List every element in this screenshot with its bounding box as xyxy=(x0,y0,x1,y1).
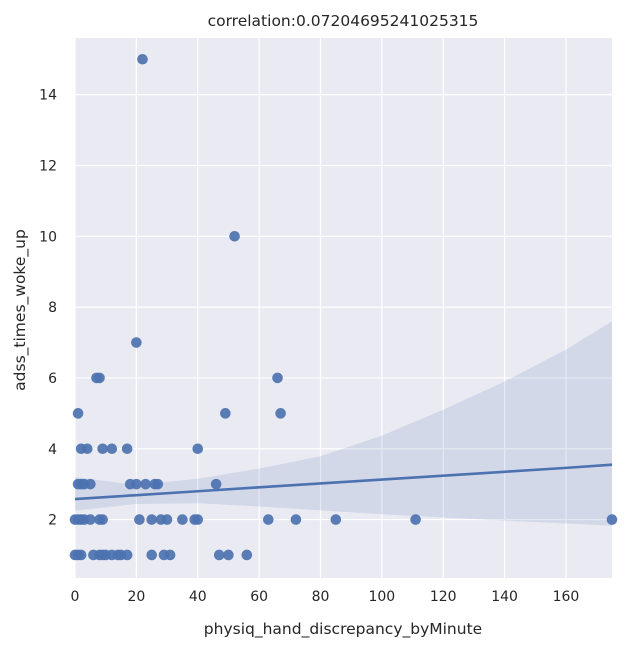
x-tick-label: 60 xyxy=(250,589,268,605)
data-point xyxy=(220,408,231,419)
data-point xyxy=(97,514,108,525)
y-tick-label: 6 xyxy=(48,371,57,387)
data-point xyxy=(131,478,142,490)
data-point xyxy=(161,514,173,525)
y-tick-label: 10 xyxy=(39,229,57,245)
y-axis-ticks: 2 4 6 8 10 12 14 xyxy=(39,88,57,529)
y-tick-label: 14 xyxy=(39,88,57,104)
regression-line xyxy=(74,463,613,501)
data-point xyxy=(72,408,84,419)
data-point xyxy=(152,478,164,490)
data-point xyxy=(146,514,158,525)
data-point xyxy=(134,514,145,525)
data-point xyxy=(75,549,87,561)
x-tick-label: 80 xyxy=(312,589,330,605)
data-point xyxy=(140,478,151,490)
data-point xyxy=(192,443,204,455)
data-point xyxy=(275,408,286,419)
chart-title: correlation:0.07204695241025315 xyxy=(208,12,479,30)
data-point xyxy=(263,514,274,525)
y-tick-label: 2 xyxy=(48,513,57,529)
x-axis-ticks: 0 20 40 60 80 100 120 140 160 xyxy=(71,589,580,605)
data-point xyxy=(192,514,204,525)
data-point xyxy=(85,514,96,525)
data-point xyxy=(81,443,93,455)
data-point xyxy=(177,514,188,525)
data-point xyxy=(330,514,342,525)
plot-background xyxy=(75,38,612,578)
data-point xyxy=(223,549,234,561)
x-tick-label: 40 xyxy=(189,589,207,605)
data-point xyxy=(164,549,176,561)
data-points xyxy=(69,53,618,561)
data-point xyxy=(85,478,96,490)
y-axis-label: adss_times_woke_up xyxy=(11,229,30,391)
x-tick-label: 0 xyxy=(71,589,80,605)
x-tick-label: 120 xyxy=(430,589,457,605)
data-point xyxy=(229,230,240,242)
x-tick-label: 160 xyxy=(553,589,580,605)
y-tick-label: 12 xyxy=(39,158,57,174)
data-point xyxy=(213,549,225,561)
data-point xyxy=(94,372,105,384)
data-point xyxy=(137,53,148,65)
data-point xyxy=(290,514,302,525)
x-tick-label: 100 xyxy=(368,589,395,605)
data-point xyxy=(131,337,142,348)
x-axis-label: physiq_hand_discrepancy_byMinute xyxy=(204,620,482,639)
data-point xyxy=(106,443,118,455)
data-point xyxy=(241,549,253,561)
data-point xyxy=(121,549,133,561)
y-tick-label: 8 xyxy=(48,300,57,316)
data-point xyxy=(121,443,133,455)
y-tick-label: 4 xyxy=(48,442,57,458)
x-tick-label: 20 xyxy=(127,589,145,605)
data-point xyxy=(606,514,618,525)
grid xyxy=(74,38,612,578)
plot-area xyxy=(69,38,618,578)
data-point xyxy=(146,549,158,561)
data-point xyxy=(210,478,222,490)
data-point xyxy=(272,372,283,384)
data-point xyxy=(97,443,108,455)
x-tick-label: 140 xyxy=(491,589,518,605)
data-point xyxy=(410,514,421,525)
